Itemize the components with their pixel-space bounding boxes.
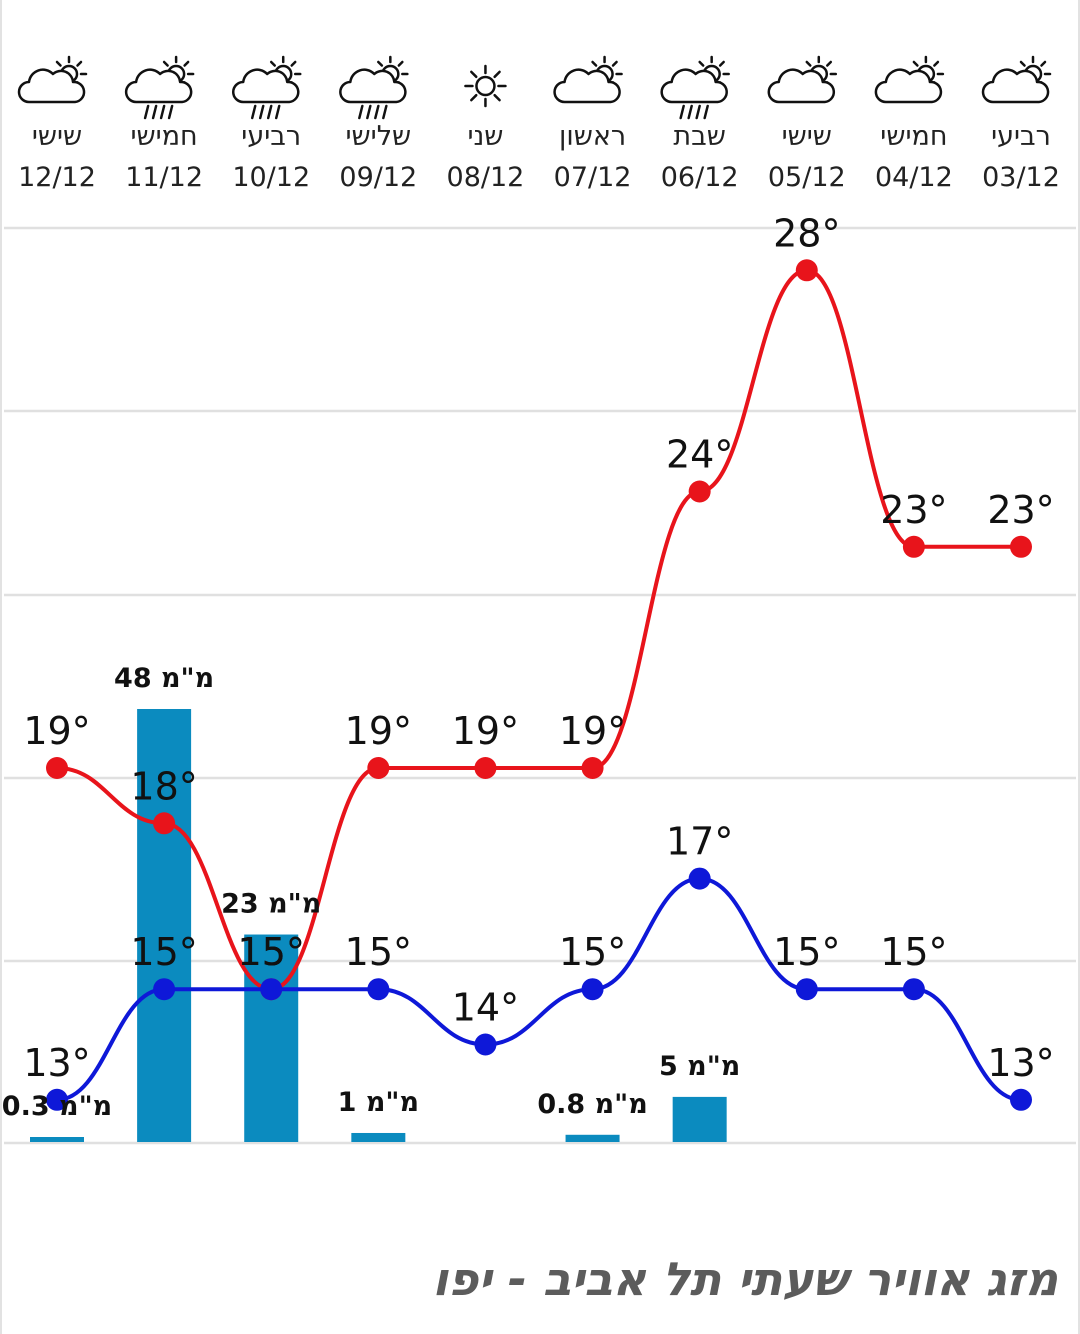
low-temp-point	[902, 978, 925, 1001]
rain-bar	[244, 934, 299, 1142]
low-temp-label: 17°	[666, 820, 733, 864]
low-temp-point	[1010, 1088, 1032, 1111]
day-date: 09/12	[339, 162, 417, 193]
low-temp-point	[581, 978, 604, 1001]
day-date: 04/12	[875, 162, 953, 193]
rain-label: 0.8 מ"מ	[537, 1089, 647, 1120]
day-date: 10/12	[232, 162, 310, 193]
partly-cloudy-icon	[981, 55, 1052, 104]
low-temp-line	[56, 876, 1022, 1102]
high-temp-label: 28°	[773, 211, 840, 255]
rain-label: 1 מ"מ	[338, 1087, 419, 1118]
low-temp-point	[688, 867, 711, 890]
rain-bars	[30, 709, 727, 1142]
high-temp-point	[581, 757, 604, 779]
partly-cloudy-icon	[874, 55, 945, 104]
partly-cloudy-icon	[767, 55, 838, 104]
high-temp-point	[474, 757, 497, 779]
low-temp-label: 14°	[452, 986, 519, 1030]
low-temp-label: 15°	[559, 930, 626, 974]
day-date: 05/12	[768, 162, 846, 193]
day-name: שני	[467, 121, 503, 152]
high-temp-label: 15°	[238, 930, 305, 974]
rain-bar	[565, 1134, 620, 1142]
high-temp-label: 19°	[23, 709, 90, 753]
low-temp-point	[153, 978, 176, 1001]
rain-bar	[672, 1096, 727, 1142]
high-temp-label: 24°	[666, 433, 733, 477]
left-border	[0, 0, 2, 1334]
high-temp-point	[795, 259, 818, 282]
day-name: שבת	[673, 121, 725, 152]
page-title: מזג אוויר שעתי תל אביב - יפו	[432, 1252, 1058, 1306]
day-name: ראשון	[559, 121, 626, 152]
day-date: 12/12	[18, 162, 96, 193]
high-temp-point	[902, 535, 925, 558]
high-temp-label: 23°	[880, 488, 947, 532]
right-border	[1078, 0, 1080, 1334]
low-temp-label: 13°	[987, 1041, 1054, 1085]
day-date: 08/12	[447, 162, 525, 193]
low-temp-label: 15°	[345, 930, 412, 974]
day-name: שישי	[782, 121, 832, 152]
rain-showers-icon	[231, 55, 302, 120]
day-date: 03/12	[982, 162, 1060, 193]
low-temp-label: 15°	[130, 930, 197, 974]
partly-cloudy-icon	[17, 55, 88, 104]
rain-bar	[351, 1132, 406, 1142]
weather-chart: שישי 12/12 חמישי 11/12 רביעי 10/12 שלישי 09/12 ש…	[2, 55, 1076, 1145]
rain-label: 48 מ"מ	[114, 663, 214, 694]
low-temp-point	[474, 1033, 497, 1056]
low-temp-label: 15°	[773, 930, 840, 974]
day-name: חמישי	[880, 121, 947, 152]
rain-label: 5 מ"מ	[659, 1051, 740, 1082]
rain-label: 23 מ"מ	[221, 889, 321, 920]
value-labels: 0.3 מ"מ 48 מ"מ 23 מ"מ 1 מ"מ 0.8 מ"מ 5 מ"מ 19° 1…	[2, 211, 1055, 1122]
high-temp-point	[688, 480, 711, 503]
day-name: חמישי	[131, 121, 198, 152]
rain-bar	[137, 709, 192, 1142]
day-date: 11/12	[125, 162, 203, 193]
rain-showers-icon	[660, 55, 730, 120]
high-temp-label: 19°	[559, 709, 626, 753]
sun-icon	[464, 64, 507, 108]
rain-bar	[30, 1137, 84, 1142]
low-temp-point	[367, 978, 390, 1001]
high-temp-label: 18°	[130, 764, 197, 808]
low-temp-point	[260, 978, 283, 1001]
high-temp-point	[153, 812, 176, 835]
low-temp-label: 15°	[238, 930, 305, 974]
high-temp-point	[1010, 535, 1032, 558]
temperature-lines	[46, 259, 1032, 1111]
rain-showers-icon	[124, 55, 195, 120]
day-name: שלישי	[345, 121, 411, 152]
high-temp-line	[56, 268, 1021, 992]
high-temp-point	[367, 757, 390, 779]
rain-showers-icon	[339, 55, 409, 120]
day-name: שישי	[32, 121, 82, 152]
day-date: 06/12	[661, 162, 739, 193]
low-temp-label: 15°	[880, 930, 947, 974]
high-temp-label: 19°	[452, 709, 519, 753]
grid-lines	[4, 226, 1076, 1145]
low-temp-point	[795, 978, 818, 1001]
high-temp-point	[46, 757, 68, 779]
low-temp-label: 13°	[23, 1041, 90, 1085]
low-temp-point	[46, 1088, 68, 1111]
day-name: רביעי	[991, 121, 1051, 152]
day-date: 07/12	[554, 162, 632, 193]
partly-cloudy-icon	[553, 55, 623, 104]
rain-label: 0.3 מ"מ	[2, 1091, 112, 1122]
high-temp-label: 19°	[345, 709, 412, 753]
day-header: שישי 12/12 חמישי 11/12 רביעי 10/12 שלישי 09/12 ש…	[17, 55, 1060, 193]
high-temp-label: 23°	[987, 488, 1054, 532]
day-name: רביעי	[241, 121, 301, 152]
